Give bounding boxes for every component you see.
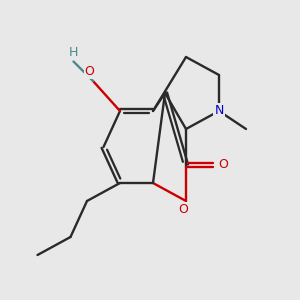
Text: O: O xyxy=(218,158,228,172)
Text: O: O xyxy=(178,203,188,216)
Text: O: O xyxy=(85,65,94,78)
Text: N: N xyxy=(214,104,224,118)
Text: H: H xyxy=(69,46,78,59)
